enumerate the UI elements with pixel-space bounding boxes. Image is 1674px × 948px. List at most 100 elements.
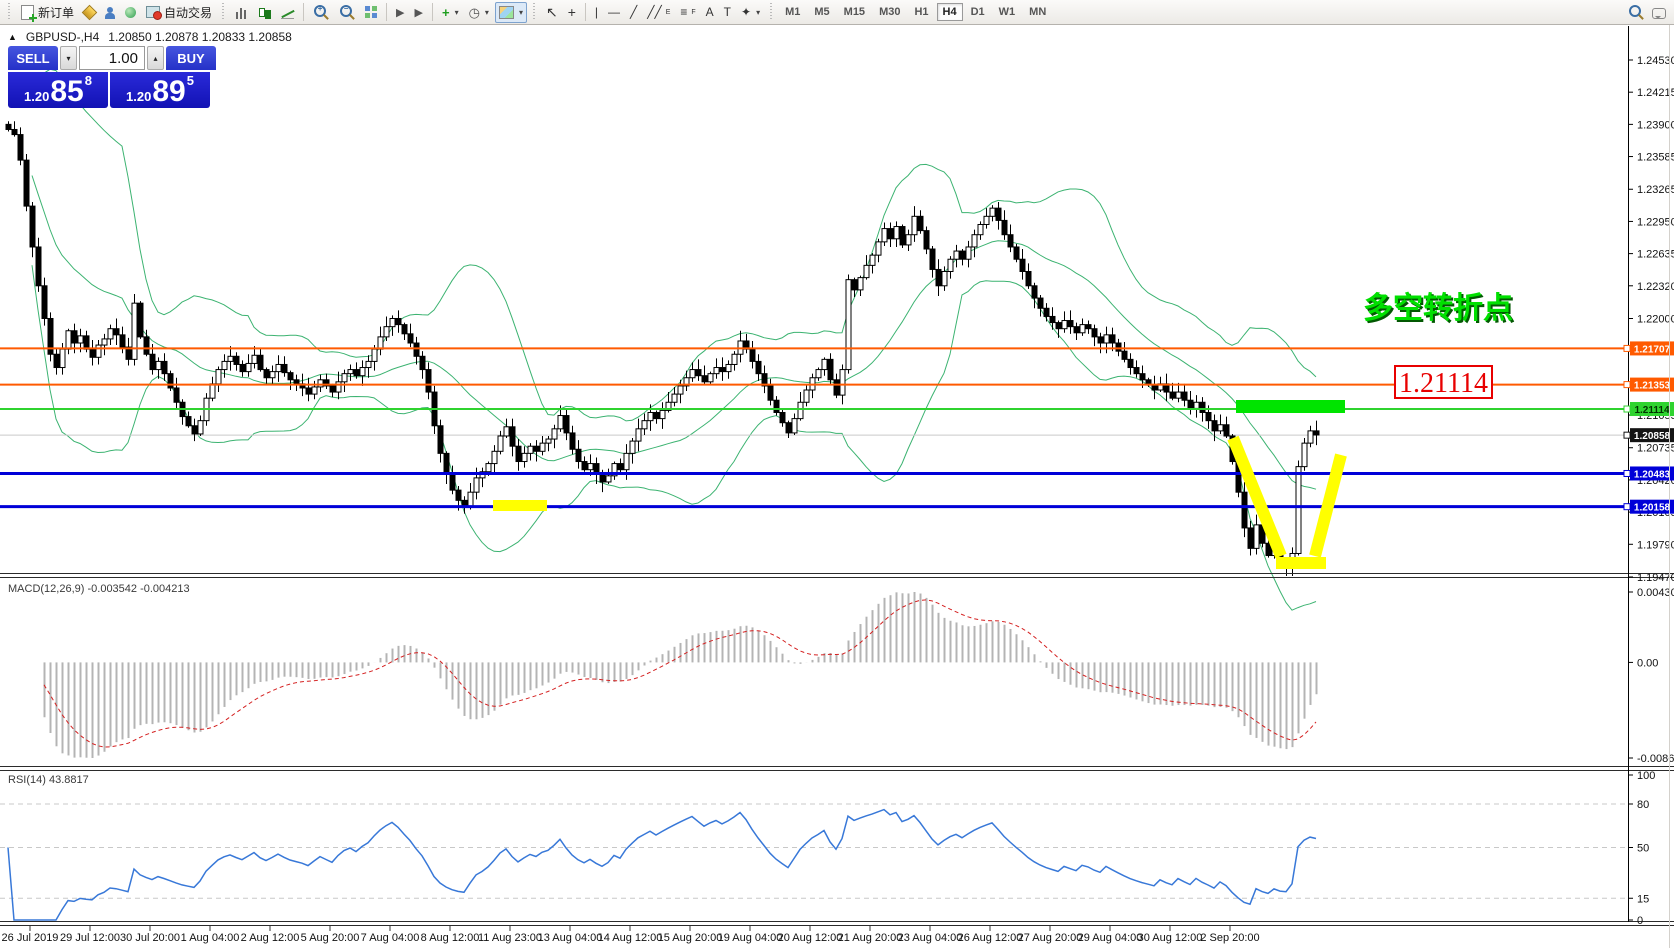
sell-price-box[interactable]: 1.20 85 8 <box>8 72 108 108</box>
candle-body <box>413 342 420 357</box>
candle-body <box>371 348 378 362</box>
profiles-button[interactable] <box>101 2 119 23</box>
indicators-button[interactable]: + ▾ <box>438 2 463 23</box>
autotrading-button[interactable]: 自动交易 <box>142 2 216 23</box>
candle-body <box>785 422 792 434</box>
pivot-annotation-text[interactable]: 多空转折点 <box>1363 292 1513 325</box>
candle-body <box>77 335 84 344</box>
text-button[interactable]: A <box>702 2 718 23</box>
channel-button[interactable]: ╱╱ E <box>643 2 674 23</box>
search-button[interactable] <box>1624 2 1648 23</box>
collapse-trade-panel-arrow[interactable]: ▲ <box>8 32 17 42</box>
candle-body <box>533 445 540 452</box>
timeframe-mn-button[interactable]: MN <box>1023 3 1052 21</box>
candle-body <box>971 234 978 248</box>
timeframe-h1-button[interactable]: H1 <box>908 3 934 21</box>
fibonacci-button[interactable]: ≡ F <box>676 2 699 23</box>
time-tick-label: 27 Aug 20:00 <box>1018 932 1083 944</box>
candle-body <box>407 333 414 344</box>
buy-price-box[interactable]: 1.20 89 5 <box>110 72 210 108</box>
candle-body <box>599 473 606 483</box>
buy-button[interactable]: BUY <box>166 46 216 70</box>
periods-button[interactable]: ◷ ▾ <box>465 2 493 23</box>
toolbar-grip[interactable] <box>531 3 537 21</box>
yellow-support-highlight[interactable] <box>493 500 547 511</box>
chart-canvas[interactable]: 多空转折点多空转折点1.211141.245301.242151.239001.… <box>0 25 1674 948</box>
candle-body <box>23 159 30 207</box>
timeframe-d1-button[interactable]: D1 <box>965 3 991 21</box>
time-tick-label: 11 Aug 23:00 <box>478 932 542 944</box>
axis-badge-label: 1.20483 <box>1634 469 1671 480</box>
timeframe-w1-button[interactable]: W1 <box>993 3 1022 21</box>
candle-body <box>977 223 984 236</box>
volume-input[interactable] <box>79 46 145 70</box>
axis-badge-1.20483 <box>1630 466 1674 481</box>
bar-chart-mode-button[interactable] <box>231 2 252 23</box>
zoom-out-button[interactable]: − <box>335 2 359 23</box>
candle-body <box>749 348 756 362</box>
timeframe-m1-button[interactable]: M1 <box>779 3 806 21</box>
chart-shift-button[interactable]: ▶ <box>411 2 427 23</box>
sell-button[interactable]: SELL <box>8 46 58 70</box>
timeframe-h4-button[interactable]: H4 <box>936 3 963 21</box>
toolbar-grip[interactable] <box>221 3 227 21</box>
candle-body <box>761 373 768 387</box>
green-resistance-highlight[interactable] <box>1236 400 1345 413</box>
auto-scroll-button[interactable]: ▶ <box>392 2 408 23</box>
time-tick-label: 15 Aug 20:00 <box>658 932 723 944</box>
trendline-button[interactable]: ╱ <box>626 2 641 23</box>
yellow-v-base[interactable] <box>1276 557 1326 569</box>
toolbar: 新订单 自动交易 + − ▶ ▶ + ▾ ◷ ▾ ▾ ↖ + | — ╱ ╱╱ E ≡… <box>0 0 1674 25</box>
new-order-icon <box>21 4 37 22</box>
bar-chart-icon <box>235 6 248 19</box>
axis-badge-label: 1.21707 <box>1634 344 1671 355</box>
sell-price-big: 85 <box>50 75 84 108</box>
candle-body <box>353 369 360 377</box>
candle-body <box>959 250 966 260</box>
bollinger-lower-band[interactable] <box>31 265 1317 611</box>
chat-button[interactable] <box>1648 2 1670 23</box>
candle-body <box>1211 420 1218 432</box>
candle-body <box>5 123 12 130</box>
line-chart-mode-button[interactable] <box>277 2 298 23</box>
candle-body <box>311 386 318 395</box>
yellow-v-right-stroke[interactable] <box>1309 453 1347 558</box>
candle-body <box>491 450 498 465</box>
market-watch-icon <box>81 4 98 20</box>
news-button[interactable] <box>121 2 140 23</box>
horizontal-line-button[interactable]: — <box>604 2 624 23</box>
candle-body <box>1079 324 1086 334</box>
price-tick-label: 1.23900 <box>1637 119 1674 131</box>
arrows-button[interactable]: ✦ ▾ <box>737 2 764 23</box>
price-tick-label: 1.24530 <box>1637 55 1674 67</box>
candle-body <box>401 324 408 335</box>
timeframe-m5-button[interactable]: M5 <box>808 3 835 21</box>
text-label-button[interactable]: T <box>720 2 735 23</box>
vertical-line-button[interactable]: | <box>591 2 602 23</box>
candlestick-mode-button[interactable] <box>254 2 275 23</box>
volume-decrease-button[interactable]: ▾ <box>60 46 77 70</box>
new-order-button[interactable]: 新订单 <box>17 2 78 23</box>
yellow-v-left-stroke[interactable] <box>1227 435 1287 559</box>
zoom-in-button[interactable]: + <box>309 2 333 23</box>
candle-body <box>419 355 426 371</box>
toolbar-grip[interactable] <box>7 3 12 21</box>
volume-increase-button[interactable]: ▴ <box>147 46 164 70</box>
auto-scroll-icon: ▶ <box>396 6 405 19</box>
crosshair-button[interactable]: + <box>564 2 580 23</box>
candle-body <box>119 334 126 348</box>
timeframe-m15-button[interactable]: M15 <box>838 3 871 21</box>
candle-body <box>1193 401 1200 409</box>
templates-button[interactable]: ▾ <box>494 1 527 23</box>
price-callout-box[interactable] <box>1394 365 1493 399</box>
bollinger-middle-band[interactable] <box>31 175 1317 490</box>
cursor-button[interactable]: ↖ <box>542 2 562 23</box>
candle-body <box>635 428 642 442</box>
toolbar-grip[interactable] <box>769 3 775 21</box>
market-watch-button[interactable] <box>80 2 99 23</box>
axis-badge-1.21353 <box>1630 377 1674 392</box>
candle-body <box>473 477 480 493</box>
tile-windows-button[interactable] <box>361 2 381 23</box>
timeframe-m30-button[interactable]: M30 <box>873 3 906 21</box>
